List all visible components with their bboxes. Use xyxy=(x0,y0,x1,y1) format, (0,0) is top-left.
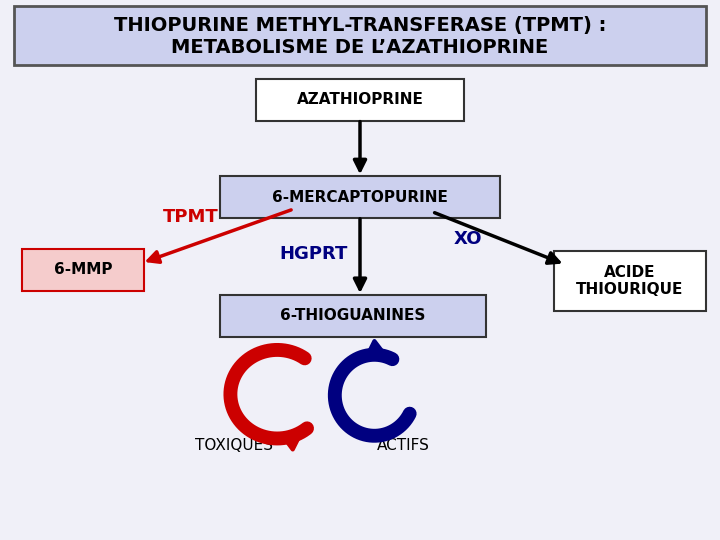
Text: 6-THIOGUANINES: 6-THIOGUANINES xyxy=(280,308,426,323)
Text: ACTIFS: ACTIFS xyxy=(377,438,430,453)
FancyBboxPatch shape xyxy=(220,176,500,218)
FancyBboxPatch shape xyxy=(256,79,464,121)
Text: XO: XO xyxy=(454,230,482,248)
Text: TPMT: TPMT xyxy=(163,208,219,226)
Text: 6-MERCAPTOPURINE: 6-MERCAPTOPURINE xyxy=(272,190,448,205)
Text: TOXIQUES: TOXIQUES xyxy=(195,438,273,453)
Text: METABOLISME DE L’AZATHIOPRINE: METABOLISME DE L’AZATHIOPRINE xyxy=(171,38,549,57)
FancyBboxPatch shape xyxy=(554,251,706,310)
Text: ACIDE
THIOURIQUE: ACIDE THIOURIQUE xyxy=(576,265,684,297)
Text: AZATHIOPRINE: AZATHIOPRINE xyxy=(297,92,423,107)
Text: 6-MMP: 6-MMP xyxy=(53,262,112,278)
FancyBboxPatch shape xyxy=(14,6,706,65)
Text: HGPRT: HGPRT xyxy=(279,245,347,263)
Text: THIOPURINE METHYL-TRANSFERASE (TPMT) :: THIOPURINE METHYL-TRANSFERASE (TPMT) : xyxy=(114,16,606,36)
FancyBboxPatch shape xyxy=(22,249,144,291)
FancyBboxPatch shape xyxy=(220,295,486,337)
